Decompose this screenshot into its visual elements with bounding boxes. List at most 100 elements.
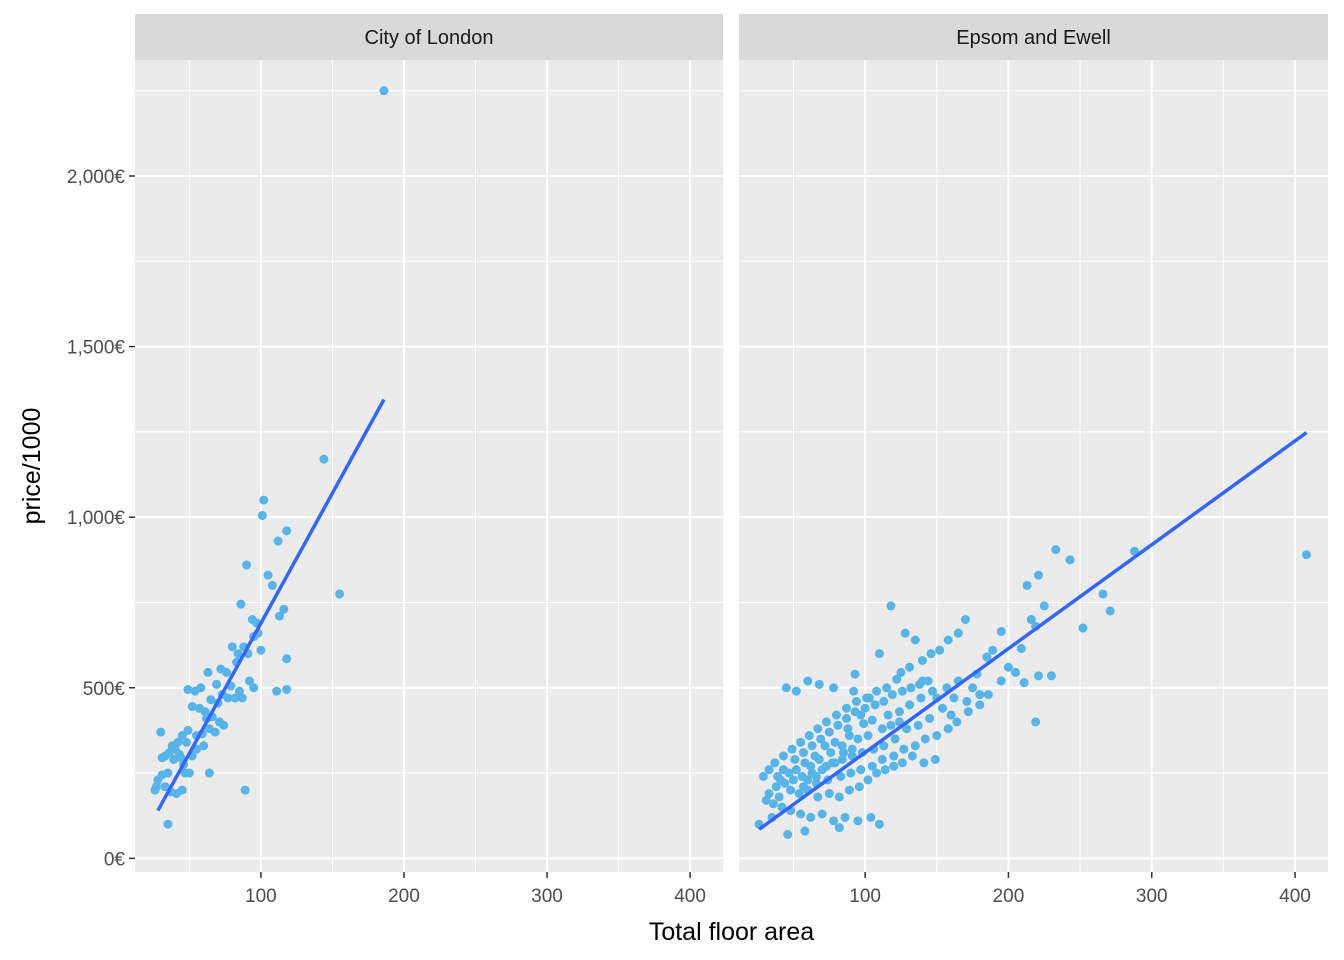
x-tick-label: 100 (849, 886, 881, 907)
data-point (153, 775, 163, 785)
data-point (872, 686, 882, 696)
data-point (796, 737, 806, 747)
data-point (806, 812, 816, 822)
data-point (926, 649, 936, 659)
data-point (210, 727, 220, 737)
data-point (282, 684, 292, 694)
data-point (821, 761, 831, 771)
data-point (887, 690, 897, 700)
data-point (890, 734, 900, 744)
data-point (811, 771, 821, 781)
data-point (889, 751, 899, 761)
data-point (896, 667, 906, 677)
trend-line (156, 398, 386, 812)
data-point (770, 758, 780, 768)
data-point (768, 799, 778, 809)
data-point (886, 720, 896, 730)
data-point (854, 782, 864, 792)
y-tick-label: 1,000€ (67, 508, 126, 529)
data-point (866, 812, 876, 822)
data-point (982, 652, 992, 662)
data-point (962, 696, 972, 706)
data-point (946, 710, 956, 720)
data-point (806, 761, 816, 771)
data-point (778, 765, 788, 775)
data-point (1016, 644, 1026, 654)
data-point (925, 713, 935, 723)
data-point (807, 741, 817, 751)
data-point (968, 683, 978, 693)
x-tick-label: 400 (1279, 886, 1311, 907)
data-point (824, 727, 834, 737)
y-axis-ticks: 0€ 500€ 1,000€ 1,500€ 2,000€ (67, 167, 135, 870)
strip-background (739, 14, 1328, 60)
data-point (781, 683, 791, 693)
data-point (813, 792, 823, 802)
data-point (831, 710, 841, 720)
data-point (816, 734, 826, 744)
data-point (227, 642, 237, 652)
data-point (897, 686, 907, 696)
x-tick-label: 300 (1136, 886, 1168, 907)
data-point (240, 785, 250, 795)
data-point (905, 662, 915, 672)
data-point (870, 700, 880, 710)
data-point (879, 696, 889, 706)
data-point (272, 686, 282, 696)
data-point (826, 748, 836, 758)
data-point (874, 649, 884, 659)
data-point (856, 765, 866, 775)
data-point (786, 785, 796, 795)
data-point (813, 724, 823, 734)
data-point (899, 744, 909, 754)
data-point (1302, 550, 1312, 560)
data-point (889, 761, 899, 771)
data-point (177, 785, 187, 795)
data-point (879, 741, 889, 751)
data-point (237, 693, 247, 703)
strip-background (135, 14, 723, 60)
panel-background (739, 60, 1328, 872)
data-point (834, 823, 844, 833)
data-point (803, 676, 813, 686)
data-point (863, 731, 873, 741)
data-point (930, 754, 940, 764)
data-point (379, 86, 389, 96)
data-point (249, 683, 259, 693)
data-point (1034, 570, 1044, 580)
data-point (880, 765, 890, 775)
data-point (863, 775, 873, 785)
data-point (927, 686, 937, 696)
data-point (1022, 580, 1032, 590)
data-point (1034, 671, 1044, 681)
data-point (788, 775, 798, 785)
data-point (834, 792, 844, 802)
data-point (796, 809, 806, 819)
data-point (200, 707, 210, 717)
data-point (1105, 606, 1115, 616)
x-axis-ticks: 100 200 300 400 (245, 872, 706, 907)
data-point (259, 495, 269, 505)
data-point (853, 734, 863, 744)
data-point (778, 751, 788, 761)
data-point (905, 700, 915, 710)
y-tick-label: 2,000€ (67, 167, 126, 188)
data-point (923, 676, 933, 686)
data-point (1011, 667, 1021, 677)
data-point (839, 748, 849, 758)
strip-label: City of London (365, 27, 494, 49)
data-point (897, 758, 907, 768)
data-point (877, 754, 887, 764)
strip-label: Epsom and Ewell (956, 27, 1111, 49)
data-points (754, 545, 1312, 839)
data-point (907, 751, 917, 761)
data-point (219, 720, 229, 730)
data-point (952, 717, 962, 727)
data-point (236, 599, 246, 609)
data-point (860, 703, 870, 713)
data-point (817, 809, 827, 819)
data-point (920, 734, 930, 744)
trend-line (758, 431, 1308, 831)
data-point (216, 664, 226, 674)
data-point (850, 669, 860, 679)
